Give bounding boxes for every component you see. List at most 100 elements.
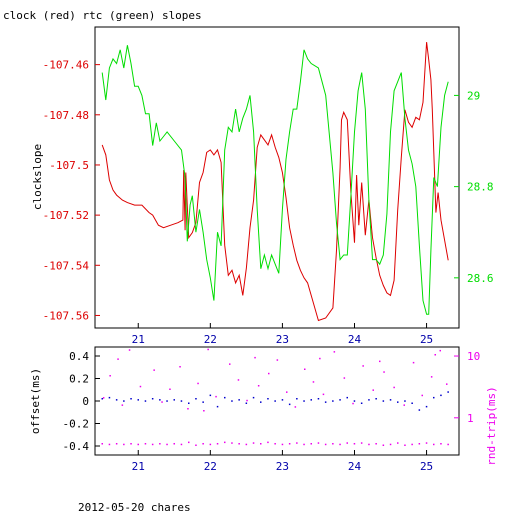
slopes-plot-frame — [94, 26, 460, 329]
rtt-point — [260, 443, 262, 445]
slopes-left-tick-label: -107.52 — [43, 209, 89, 222]
rtt-point — [389, 443, 392, 446]
rtt-outlier-point — [102, 397, 105, 399]
rtt-point — [144, 443, 147, 445]
offset-point — [173, 399, 175, 401]
rtt-outlier-point — [439, 349, 441, 352]
offset-point — [159, 399, 161, 401]
rtc-slope-line — [101, 45, 449, 315]
offset-point — [324, 401, 327, 403]
offset-x-tick-label: 22 — [204, 460, 217, 473]
offset-point — [433, 396, 435, 399]
rtt-outlier-point — [153, 369, 155, 371]
rtt-point — [216, 443, 219, 445]
chart-title: clock (red) rtc (green) slopes — [3, 9, 202, 22]
offset-point — [224, 396, 226, 399]
offset-point — [101, 398, 103, 400]
rtt-point — [303, 443, 305, 446]
rtt-point — [115, 443, 118, 445]
offset-y-axis-label: offset(ms) — [29, 368, 42, 434]
rtt-outlier-point — [412, 361, 415, 364]
offset-left-tick-label: 0.2 — [69, 373, 89, 386]
offset-point — [195, 398, 197, 400]
offset-left-tick-label: 0 — [82, 395, 89, 408]
rtt-outlier-point — [276, 359, 279, 361]
offset-point — [238, 399, 240, 401]
rtt-point — [418, 443, 421, 445]
rtt-point — [151, 443, 154, 446]
offset-point — [382, 400, 385, 402]
slopes-left-tick-label: -107.54 — [43, 259, 90, 272]
rtt-point — [440, 443, 442, 445]
rtt-point — [245, 443, 248, 446]
offset-x-tick-label: 23 — [276, 460, 289, 473]
offset-point — [339, 399, 341, 401]
offset-point — [180, 400, 183, 402]
offset-point — [332, 400, 334, 402]
rtt-point — [267, 441, 269, 444]
offset-point — [267, 398, 269, 400]
rtt-outlier-point — [229, 363, 231, 365]
slopes-x-tick-label: 23 — [276, 333, 289, 346]
rtt-outlier-point — [434, 354, 436, 356]
offset-point — [397, 401, 399, 403]
slopes-x-tick-label: 25 — [420, 333, 433, 346]
rtt-point — [281, 443, 284, 446]
offset-point — [288, 403, 291, 406]
rtt-point — [180, 443, 183, 446]
rtt-outlier-point — [379, 360, 381, 363]
rtt-point — [123, 443, 125, 446]
rtt-point — [224, 441, 226, 444]
rtt-point — [310, 443, 312, 445]
rtt-point — [404, 444, 406, 446]
rtt-point — [173, 443, 175, 445]
rtt-outlier-point — [312, 381, 315, 383]
offset-left-tick-label: -0.2 — [63, 418, 90, 431]
offset-point — [202, 401, 204, 403]
rtt-outlier-point — [109, 375, 111, 377]
offset-point — [389, 399, 392, 401]
slopes-series — [101, 42, 449, 322]
slopes-left-axis: -107.46 -107.48 -107.5 -107.52 -107.54 -107.5… — [43, 59, 100, 322]
rtt-point — [231, 442, 233, 444]
rtt-point — [159, 443, 161, 445]
rtt-outlier-point — [352, 402, 354, 405]
rtt-outlier-point — [421, 394, 423, 397]
slopes-right-tick-label: 29 — [467, 89, 480, 102]
offset-point — [303, 400, 305, 402]
slopes-x-tick-label: 24 — [348, 333, 362, 346]
offset-point — [353, 400, 356, 402]
offset-point — [360, 402, 363, 404]
rtt-outlier-point — [430, 376, 433, 378]
rtt-outlier-point — [179, 366, 181, 368]
rtt-point — [382, 444, 385, 446]
rtt-point — [353, 443, 356, 445]
rtt-outlier-point — [362, 365, 364, 367]
offset-left-axis: 0.4 0.2 0 -0.2 -0.4 — [63, 350, 100, 453]
slopes-left-tick-label: -107.48 — [43, 109, 89, 122]
rtt-point — [411, 443, 413, 446]
rtt-point — [339, 443, 341, 446]
rtt-point — [397, 442, 399, 444]
offset-point — [151, 398, 154, 400]
offset-point — [274, 400, 276, 402]
rtt-point — [252, 442, 255, 444]
rtt-outlier-point — [121, 404, 124, 406]
offset-point — [216, 405, 219, 408]
offset-point — [310, 399, 312, 401]
rtt-right-tick-label: 10 — [467, 350, 480, 363]
offset-point — [447, 391, 449, 393]
rtt-y-axis-label: rnd-trip(ms) — [485, 386, 498, 465]
rtt-outlier-point — [383, 371, 385, 373]
rtt-outlier-point — [268, 372, 270, 375]
rtt-outlier-point — [197, 382, 199, 385]
rtt-outlier-point — [169, 388, 171, 390]
offset-point — [166, 400, 168, 402]
rtt-outlier-point — [139, 385, 142, 388]
rtt-point — [238, 443, 240, 445]
offset-point — [108, 396, 111, 399]
rtt-outlier-point — [161, 401, 163, 403]
offset-point — [231, 400, 233, 402]
offset-point — [317, 398, 320, 400]
offset-point — [209, 394, 212, 397]
